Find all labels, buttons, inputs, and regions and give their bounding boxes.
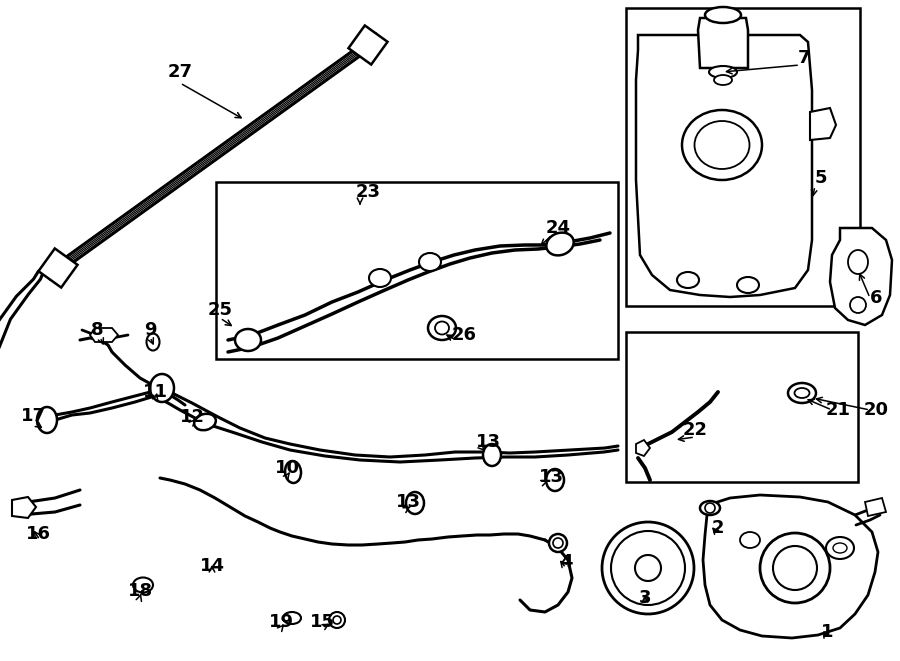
Ellipse shape — [737, 277, 759, 293]
Circle shape — [773, 546, 817, 590]
Ellipse shape — [150, 374, 174, 402]
Ellipse shape — [700, 501, 720, 515]
Ellipse shape — [194, 414, 216, 430]
Circle shape — [635, 555, 661, 581]
Text: 7: 7 — [797, 49, 810, 67]
Ellipse shape — [826, 537, 854, 559]
Circle shape — [329, 612, 345, 628]
Text: 20: 20 — [863, 401, 888, 419]
Polygon shape — [90, 328, 118, 342]
Text: 10: 10 — [274, 459, 300, 477]
Ellipse shape — [133, 578, 153, 592]
Text: 21: 21 — [825, 401, 850, 419]
Text: 24: 24 — [545, 219, 571, 237]
Text: 17: 17 — [21, 407, 46, 425]
Ellipse shape — [682, 110, 762, 180]
Text: 16: 16 — [25, 525, 50, 543]
Bar — [216, 182, 618, 359]
Ellipse shape — [37, 407, 57, 433]
Ellipse shape — [709, 66, 737, 78]
Ellipse shape — [788, 383, 816, 403]
Polygon shape — [348, 26, 388, 65]
Text: 23: 23 — [356, 183, 381, 201]
Text: 1: 1 — [821, 623, 833, 641]
Ellipse shape — [147, 334, 159, 350]
Text: 13: 13 — [395, 493, 420, 511]
Ellipse shape — [419, 253, 441, 271]
Text: 18: 18 — [128, 582, 153, 600]
Ellipse shape — [833, 543, 847, 553]
Bar — [626, 332, 858, 482]
Text: 13: 13 — [475, 433, 500, 451]
Text: 8: 8 — [91, 321, 104, 339]
Text: 25: 25 — [208, 301, 232, 319]
Text: 13: 13 — [538, 468, 563, 486]
Polygon shape — [636, 440, 650, 456]
Circle shape — [333, 616, 341, 624]
Polygon shape — [830, 228, 892, 325]
Text: 9: 9 — [144, 321, 157, 339]
Circle shape — [705, 503, 715, 513]
Ellipse shape — [435, 321, 449, 334]
Text: 3: 3 — [639, 589, 652, 607]
Ellipse shape — [428, 316, 456, 340]
Ellipse shape — [695, 121, 750, 169]
Polygon shape — [703, 495, 878, 638]
Polygon shape — [698, 18, 748, 68]
Bar — [626, 8, 860, 306]
Ellipse shape — [235, 329, 261, 351]
Polygon shape — [12, 497, 36, 518]
Text: 6: 6 — [869, 289, 882, 307]
Text: 27: 27 — [167, 63, 193, 81]
Ellipse shape — [850, 297, 866, 313]
Polygon shape — [810, 108, 836, 140]
Ellipse shape — [740, 532, 760, 548]
Text: 15: 15 — [310, 613, 335, 631]
Polygon shape — [39, 249, 77, 288]
Text: 19: 19 — [268, 613, 293, 631]
Ellipse shape — [714, 75, 732, 85]
Ellipse shape — [369, 269, 391, 287]
Text: 26: 26 — [452, 326, 476, 344]
Ellipse shape — [848, 250, 868, 274]
Ellipse shape — [406, 492, 424, 514]
Text: 11: 11 — [142, 383, 167, 401]
Ellipse shape — [283, 612, 301, 624]
Ellipse shape — [483, 444, 501, 466]
Text: 22: 22 — [682, 421, 707, 439]
Ellipse shape — [705, 7, 741, 23]
Circle shape — [553, 538, 563, 548]
Circle shape — [611, 531, 685, 605]
Ellipse shape — [546, 469, 564, 491]
Text: 4: 4 — [560, 553, 572, 571]
Text: 2: 2 — [712, 519, 724, 537]
Circle shape — [549, 534, 567, 552]
Polygon shape — [636, 35, 812, 297]
Text: 5: 5 — [814, 169, 827, 187]
Ellipse shape — [546, 233, 573, 255]
Ellipse shape — [795, 388, 809, 398]
Ellipse shape — [285, 461, 301, 483]
Circle shape — [602, 522, 694, 614]
Ellipse shape — [677, 272, 699, 288]
Polygon shape — [865, 498, 886, 516]
Text: 14: 14 — [200, 557, 224, 575]
Circle shape — [760, 533, 830, 603]
Text: 12: 12 — [179, 408, 204, 426]
